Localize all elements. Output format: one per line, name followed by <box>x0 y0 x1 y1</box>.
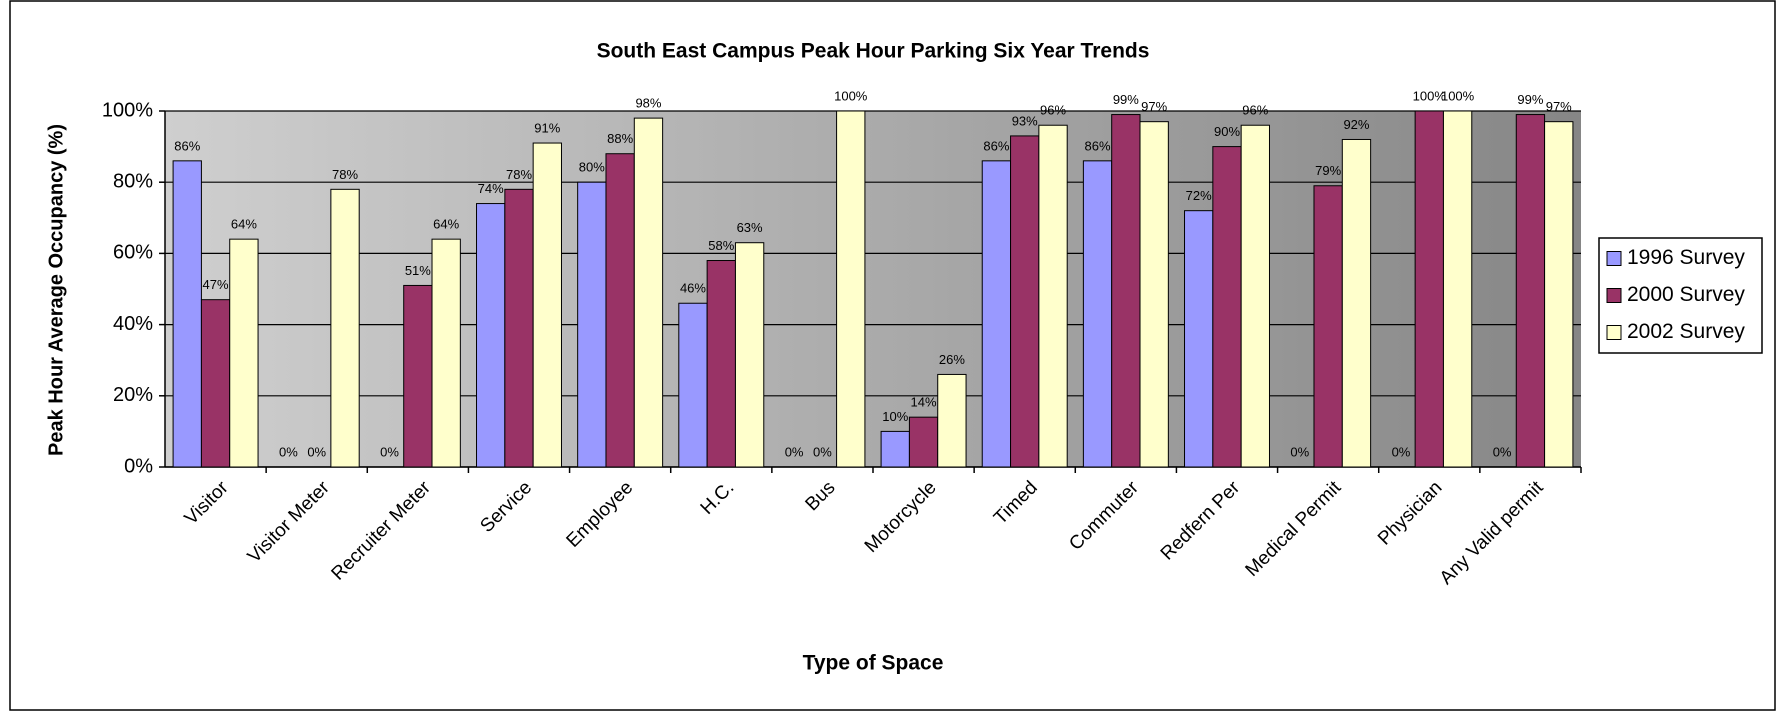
data-label: 90% <box>1214 124 1240 139</box>
data-label: 99% <box>1517 92 1543 107</box>
legend-swatch <box>1606 251 1622 266</box>
bar <box>577 181 607 468</box>
bar <box>229 238 259 468</box>
y-tick-label: 100% <box>102 99 153 121</box>
data-label: 26% <box>939 352 965 367</box>
bar <box>908 416 939 468</box>
data-label: 91% <box>534 120 560 135</box>
data-label: 100% <box>1413 88 1447 103</box>
bar <box>476 203 506 468</box>
data-label: 96% <box>1040 103 1066 118</box>
bar <box>1313 185 1343 468</box>
bar <box>403 284 433 468</box>
data-label: 100% <box>834 88 868 103</box>
chart-title: South East Campus Peak Hour Parking Six … <box>597 40 1150 63</box>
bar <box>1414 110 1444 468</box>
bar <box>330 188 360 468</box>
data-label: 58% <box>708 238 734 253</box>
legend-label: 2000 Survey <box>1627 283 1745 306</box>
bar <box>1515 114 1546 468</box>
bar <box>1139 121 1169 468</box>
data-label: 0% <box>380 444 399 459</box>
bar <box>880 430 910 468</box>
data-label: 98% <box>635 96 661 111</box>
y-axis-label: Peak Hour Average Occupancy (%) <box>45 124 67 456</box>
data-label: 93% <box>1012 113 1038 128</box>
bar <box>1240 124 1270 468</box>
legend-swatch <box>1606 325 1622 340</box>
data-label: 0% <box>785 444 804 459</box>
data-label: 99% <box>1113 92 1139 107</box>
bar <box>1082 160 1113 468</box>
bar <box>172 160 202 468</box>
data-label: 86% <box>1085 138 1111 153</box>
y-tick-label: 80% <box>113 170 153 192</box>
data-label: 78% <box>506 167 532 182</box>
data-label: 78% <box>332 167 358 182</box>
bar <box>1212 146 1242 468</box>
data-label: 0% <box>1290 444 1309 459</box>
data-label: 80% <box>579 160 605 175</box>
data-label: 0% <box>307 444 326 459</box>
data-label: 100% <box>1441 88 1475 103</box>
x-axis-label: Type of Space <box>803 652 944 675</box>
bar <box>706 260 736 468</box>
bar <box>1341 138 1372 468</box>
data-label: 0% <box>1493 444 1512 459</box>
bar <box>504 188 534 468</box>
data-label: 0% <box>279 444 298 459</box>
data-label: 10% <box>882 409 908 424</box>
data-label: 64% <box>433 217 459 232</box>
legend-label: 2002 Survey <box>1627 320 1745 343</box>
bar <box>1111 114 1141 468</box>
bar <box>678 302 708 468</box>
data-label: 0% <box>813 444 832 459</box>
bar <box>532 142 562 468</box>
bar <box>633 117 664 468</box>
data-label: 63% <box>737 220 763 235</box>
data-label: 92% <box>1343 117 1369 132</box>
bar <box>1010 135 1040 468</box>
data-label: 64% <box>231 217 257 232</box>
bar <box>605 153 635 468</box>
data-label: 46% <box>680 281 706 296</box>
legend-label: 1996 Survey <box>1627 246 1745 269</box>
bar <box>937 373 967 468</box>
data-label: 86% <box>983 138 1009 153</box>
legend-swatch <box>1606 288 1622 303</box>
legend-box <box>1598 237 1763 354</box>
bar <box>981 160 1012 468</box>
bar <box>1442 110 1473 468</box>
data-label: 0% <box>1392 444 1411 459</box>
bar <box>836 110 866 468</box>
bar <box>1184 210 1214 468</box>
data-label: 88% <box>607 131 633 146</box>
bar <box>1544 121 1574 468</box>
bar <box>734 242 765 468</box>
data-label: 79% <box>1315 163 1341 178</box>
data-label: 72% <box>1186 188 1212 203</box>
y-tick-label: 40% <box>113 313 153 335</box>
data-label: 97% <box>1546 99 1572 114</box>
bar <box>431 238 461 468</box>
data-label: 86% <box>174 138 200 153</box>
data-label: 14% <box>911 395 937 410</box>
y-tick-label: 20% <box>113 384 153 406</box>
y-tick-label: 0% <box>124 455 153 477</box>
data-label: 51% <box>405 263 431 278</box>
data-label: 47% <box>203 277 229 292</box>
bar <box>200 299 231 468</box>
y-tick-label: 60% <box>113 242 153 264</box>
data-label: 97% <box>1141 99 1167 114</box>
data-label: 96% <box>1242 103 1268 118</box>
bar <box>1038 124 1068 468</box>
data-label: 74% <box>478 181 504 196</box>
